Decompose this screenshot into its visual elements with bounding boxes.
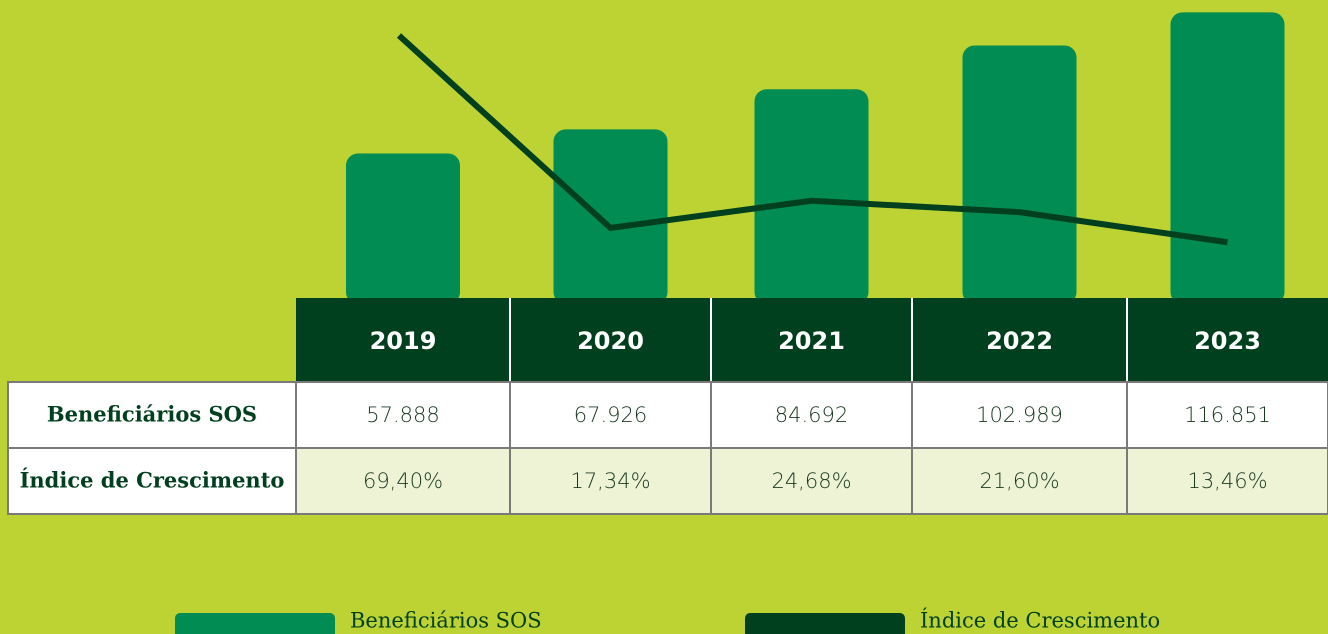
cell-value: 24,68%: [771, 469, 851, 493]
table-cell: [911, 381, 1128, 449]
cell-value: 69,40%: [363, 469, 443, 493]
table-cell: [1126, 447, 1328, 515]
line-series: [396, 33, 1228, 246]
year-label: 2021: [778, 327, 845, 355]
cell-value: 17,34%: [570, 469, 650, 493]
cell-value: 13,46%: [1187, 469, 1267, 493]
year-label: 2023: [1194, 327, 1261, 355]
table-cell: [295, 447, 511, 515]
legend-swatch: [745, 613, 905, 634]
row-label: Índice de Crescimento: [20, 468, 285, 493]
bar: [553, 129, 668, 304]
legend-label: Índice de Crescimento: [920, 609, 1160, 633]
table-cell: [710, 381, 913, 449]
bar: [1170, 12, 1285, 305]
table-header: [296, 298, 1328, 382]
legend-swatch: [175, 613, 335, 634]
cell-value: 57.888: [366, 403, 439, 427]
cell-value: 21,60%: [979, 469, 1059, 493]
table-cell: [295, 381, 511, 449]
table-cell: [509, 447, 712, 515]
table-cell: [911, 447, 1128, 515]
cell-value: 84.692: [775, 403, 848, 427]
bar: [346, 153, 460, 304]
row-label: Beneficiários SOS: [47, 402, 257, 427]
cell-value: 102.989: [976, 403, 1063, 427]
cell-value: 67.926: [574, 403, 647, 427]
cell-value: 116.851: [1184, 403, 1271, 427]
year-label: 2020: [577, 327, 644, 355]
legend-label: Beneficiários SOS: [350, 609, 542, 633]
bar: [754, 89, 869, 304]
table-cell: [1126, 381, 1328, 449]
bar: [962, 45, 1077, 304]
year-label: 2022: [986, 327, 1053, 355]
row-label-cell: [7, 447, 297, 515]
year-label: 2019: [370, 327, 437, 355]
